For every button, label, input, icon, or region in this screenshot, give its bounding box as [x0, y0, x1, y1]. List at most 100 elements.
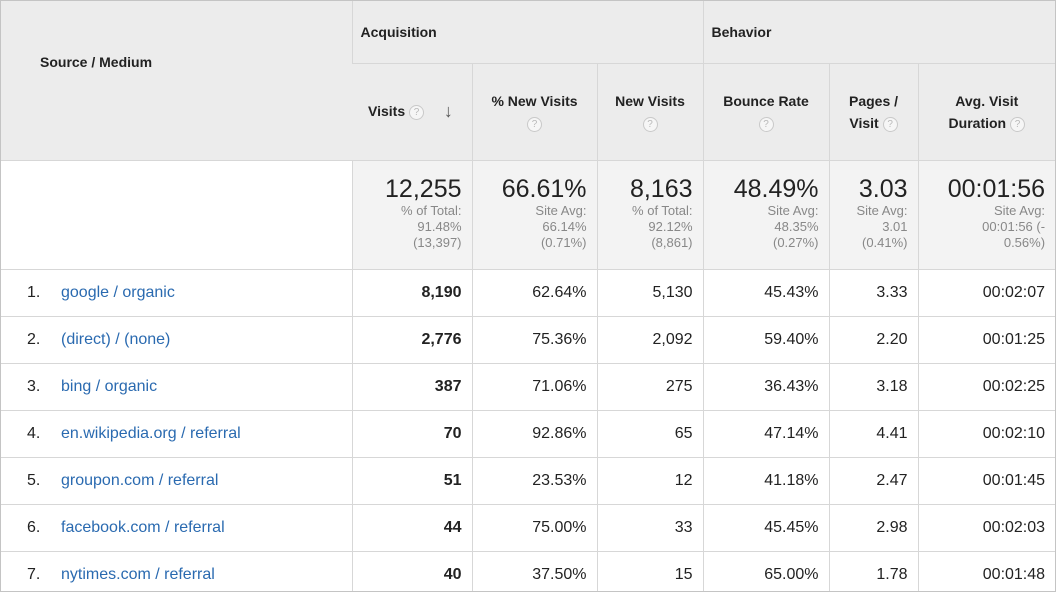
- row-rank: 7.: [27, 566, 41, 583]
- totals-new-visits-sub: % of Total: 92.12% (8,861): [632, 203, 693, 250]
- pct-new-visits-cell: 23.53%: [471, 457, 597, 505]
- source-medium-cell: 2. (direct) / (none): [1, 316, 352, 364]
- avg-visit-duration-column-header[interactable]: Avg. Visit Duration ?: [917, 63, 1055, 161]
- totals-avg-visit-duration: 00:01:56 Site Avg: 00:01:56 (- 0.56%): [917, 160, 1055, 270]
- source-medium-cell: 4. en.wikipedia.org / referral: [1, 410, 352, 458]
- acquisition-group-header: Acquisition: [351, 1, 704, 64]
- visits-cell: 40: [351, 551, 472, 591]
- totals-visits-sub: % of Total: 91.48% (13,397): [401, 203, 462, 250]
- avg-visit-duration-cell: 00:01:45: [917, 457, 1055, 505]
- visits-column-header[interactable]: Visits ? ↓: [352, 63, 472, 161]
- pct-new-visits-cell: 75.00%: [471, 504, 597, 552]
- totals-pct-new-visits-value: 66.61%: [501, 175, 587, 203]
- totals-avg-visit-duration-value: 00:01:56: [947, 175, 1046, 203]
- bounce-rate-header-label: Bounce Rate: [723, 93, 809, 109]
- new-visits-column-header[interactable]: New Visits ?: [596, 63, 704, 161]
- avg-visit-duration-cell: 00:01:25: [917, 316, 1055, 364]
- avg-visit-duration-cell: 00:02:10: [917, 410, 1055, 458]
- sort-descending-icon[interactable]: ↓: [443, 100, 453, 121]
- help-icon[interactable]: ?: [527, 116, 542, 132]
- table-row: 2. (direct) / (none) 2,776 75.36% 2,092 59.40…: [1, 316, 1055, 364]
- avg-visit-duration-cell: 00:02:25: [917, 363, 1055, 411]
- help-icon[interactable]: ?: [758, 116, 774, 132]
- pages-per-visit-cell: 2.47: [828, 457, 919, 505]
- help-icon[interactable]: ?: [409, 105, 424, 121]
- source-medium-cell: 7. nytimes.com / referral: [1, 551, 352, 591]
- table-row: 7. nytimes.com / referral 40 37.50% 15 65.00%…: [1, 551, 1055, 591]
- totals-bounce-rate: 48.49% Site Avg: 48.35% (0.27%): [702, 160, 830, 270]
- report-rows: 1. google / organic 8,190 62.64% 5,130 45.43%…: [1, 269, 1055, 591]
- pct-new-visits-cell: 62.64%: [471, 269, 597, 317]
- row-rank: 2.: [27, 331, 41, 348]
- source-medium-link[interactable]: facebook.com / referral: [61, 519, 225, 536]
- pages-per-visit-cell: 2.20: [828, 316, 919, 364]
- avg-visit-duration-header-label-2: Duration: [948, 115, 1007, 131]
- new-visits-cell: 65: [596, 410, 704, 458]
- row-rank: 4.: [27, 425, 41, 442]
- bounce-rate-cell: 36.43%: [702, 363, 830, 411]
- table-row: 6. facebook.com / referral 44 75.00% 33 45.45…: [1, 504, 1055, 552]
- totals-pages-per-visit-value: 3.03: [858, 175, 908, 203]
- visits-cell: 44: [351, 504, 472, 552]
- totals-new-visits: 8,163 % of Total: 92.12% (8,861): [596, 160, 704, 270]
- source-medium-cell: 6. facebook.com / referral: [1, 504, 352, 552]
- table-row: 3. bing / organic 387 71.06% 275 36.43% 3.18 00…: [1, 363, 1055, 411]
- source-medium-cell: 3. bing / organic: [1, 363, 352, 411]
- row-rank: 3.: [27, 378, 41, 395]
- totals-pct-new-visits-sub: Site Avg: 66.14% (0.71%): [535, 203, 587, 250]
- bounce-rate-cell: 47.14%: [702, 410, 830, 458]
- totals-pages-per-visit: 3.03 Site Avg: 3.01 (0.41%): [828, 160, 919, 270]
- new-visits-cell: 275: [596, 363, 704, 411]
- source-medium-link[interactable]: (direct) / (none): [61, 331, 171, 348]
- avg-visit-duration-cell: 00:01:48: [917, 551, 1055, 591]
- totals-avg-visit-duration-sub: Site Avg: 00:01:56 (- 0.56%): [982, 203, 1046, 250]
- totals-bounce-rate-sub: Site Avg: 48.35% (0.27%): [767, 203, 819, 250]
- bounce-rate-cell: 59.40%: [702, 316, 830, 364]
- pages-per-visit-cell: 1.78: [828, 551, 919, 591]
- bounce-rate-column-header[interactable]: Bounce Rate ?: [702, 63, 830, 161]
- avg-visit-duration-cell: 00:02:03: [917, 504, 1055, 552]
- source-medium-column-header[interactable]: Source / Medium: [1, 1, 352, 161]
- totals-new-visits-value: 8,163: [629, 175, 693, 203]
- source-medium-link[interactable]: google / organic: [61, 284, 175, 301]
- totals-visits: 12,255 % of Total: 91.48% (13,397): [351, 160, 472, 270]
- table-row: 1. google / organic 8,190 62.64% 5,130 45.43%…: [1, 269, 1055, 317]
- behavior-group-header: Behavior: [702, 1, 1055, 64]
- pages-per-visit-header-label-2: Visit: [849, 115, 879, 131]
- pct-new-visits-column-header[interactable]: % New Visits ?: [471, 63, 597, 161]
- help-icon[interactable]: ?: [882, 116, 898, 132]
- new-visits-cell: 2,092: [596, 316, 704, 364]
- row-rank: 1.: [27, 284, 41, 301]
- new-visits-cell: 15: [596, 551, 704, 591]
- visits-cell: 2,776: [351, 316, 472, 364]
- pages-per-visit-column-header[interactable]: Pages / Visit ?: [828, 63, 919, 161]
- pages-per-visit-cell: 3.33: [828, 269, 919, 317]
- totals-pages-per-visit-sub: Site Avg: 3.01 (0.41%): [856, 203, 908, 250]
- new-visits-cell: 12: [596, 457, 704, 505]
- new-visits-cell: 33: [596, 504, 704, 552]
- visits-cell: 51: [351, 457, 472, 505]
- totals-row: 12,255 % of Total: 91.48% (13,397) 66.61…: [1, 160, 1055, 270]
- source-medium-cell: 1. google / organic: [1, 269, 352, 317]
- pct-new-visits-header-label: % New Visits: [491, 93, 578, 109]
- source-medium-link[interactable]: groupon.com / referral: [61, 472, 219, 489]
- source-medium-link[interactable]: en.wikipedia.org / referral: [61, 425, 241, 442]
- new-visits-cell: 5,130: [596, 269, 704, 317]
- pages-per-visit-cell: 4.41: [828, 410, 919, 458]
- help-icon[interactable]: ?: [642, 116, 658, 132]
- bounce-rate-cell: 45.45%: [702, 504, 830, 552]
- row-rank: 6.: [27, 519, 41, 536]
- row-rank: 5.: [27, 472, 41, 489]
- source-medium-link[interactable]: bing / organic: [61, 378, 158, 395]
- new-visits-header-label: New Visits: [615, 93, 685, 109]
- visits-cell: 70: [351, 410, 472, 458]
- source-medium-link[interactable]: nytimes.com / referral: [61, 566, 215, 583]
- pages-per-visit-header-label-1: Pages /: [849, 93, 899, 109]
- pages-per-visit-cell: 3.18: [828, 363, 919, 411]
- help-icon[interactable]: ?: [1010, 116, 1025, 132]
- table-row: 4. en.wikipedia.org / referral 70 92.86% 65 4…: [1, 410, 1055, 458]
- pct-new-visits-cell: 37.50%: [471, 551, 597, 591]
- totals-visits-value: 12,255: [385, 175, 462, 203]
